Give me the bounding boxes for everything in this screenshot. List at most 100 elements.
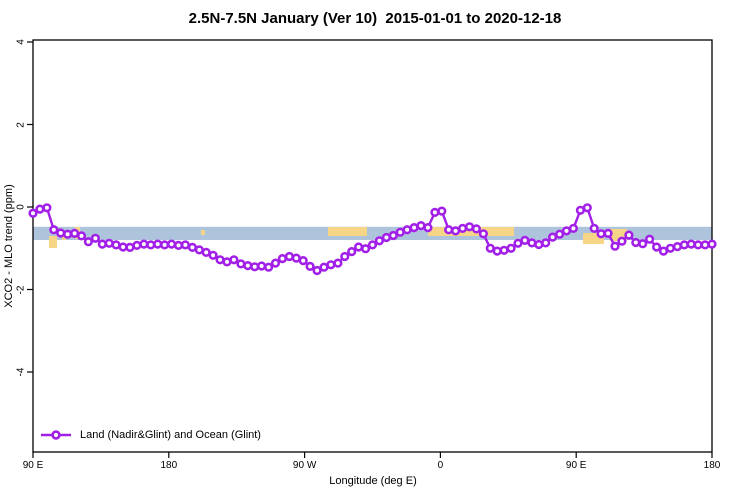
data-point-marker [264,262,274,272]
orange-uncertainty-band [583,233,604,244]
data-point-marker [236,259,246,269]
data-point-marker [589,223,599,233]
data-point-marker [672,242,683,252]
data-point-marker [83,237,93,247]
data-point-marker [409,223,419,233]
data-point-marker [270,258,281,268]
data-point-marker [492,246,502,256]
data-point-marker [305,261,315,272]
data-point-marker [361,244,371,254]
x-tick-label: 90 E [22,460,44,471]
data-point-marker [367,240,378,250]
data-point-marker [568,223,579,233]
data-point-marker [326,260,336,270]
data-point-marker [347,247,357,257]
data-point-marker [478,229,489,239]
orange-uncertainty-band [49,236,57,248]
data-point-marker [257,261,267,271]
x-tick-label: 180 [160,460,178,471]
data-point-marker [603,228,613,238]
legend: Land (Nadir&Glint) and Ocean (Glint) [40,429,261,441]
y-tick-label: -2 [15,285,27,294]
data-point-marker [554,229,565,239]
data-point-marker [56,228,66,238]
x-tick-label: 180 [703,460,721,471]
orange-uncertainty-band [201,230,205,235]
data-point-marker [471,224,482,234]
data-point-marker [118,242,128,252]
data-point-marker [506,243,516,253]
data-point-marker [28,208,38,218]
data-point-marker [679,240,689,250]
data-point-marker [160,240,170,250]
data-point-marker [132,240,142,250]
data-point-marker [651,242,662,252]
data-point-marker [665,243,676,253]
data-point-marker [388,230,398,241]
data-point-marker [644,234,655,244]
y-tick-label: -4 [15,367,27,377]
data-point-marker [201,247,211,257]
data-point-marker [35,204,45,214]
data-point-marker [499,245,509,255]
data-point-marker [437,206,447,216]
orange-uncertainty-band [328,227,367,236]
data-point-marker [596,229,606,239]
data-point-marker [658,246,669,256]
data-point-marker [374,236,385,246]
data-point-marker [458,223,468,233]
data-point-marker [125,242,135,252]
data-point-marker [340,251,350,262]
data-point-marker [610,241,620,251]
data-point-marker [277,254,288,264]
x-tick-label: 90 W [292,460,317,471]
data-point-marker [243,261,253,271]
data-point-marker [104,238,114,248]
data-point-marker [444,225,454,235]
legend-line-marker-icon [41,430,71,440]
data-point-marker [97,239,107,249]
x-tick-label: 0 [437,460,444,471]
data-point-marker [541,238,551,248]
legend-label: Land (Nadir&Glint) and Ocean (Glint) [80,429,261,441]
y-tick-label: 4 [15,39,27,45]
data-point-marker [527,238,537,248]
data-point-marker [430,207,440,217]
data-point-marker [534,239,544,250]
orange-uncertainty-band [428,227,514,236]
data-point-marker [49,225,59,235]
data-point-marker [416,221,426,231]
data-point-marker [153,239,163,249]
data-point-marker [284,251,295,262]
data-point-marker [173,240,184,250]
data-point-marker [333,258,343,268]
y-tick-label: 0 [15,204,27,210]
data-point-marker [250,262,260,272]
data-point-marker [42,203,52,213]
data-point-marker [520,235,530,245]
data-point-marker [451,226,461,236]
data-point-marker [693,240,703,250]
data-point-marker [208,250,218,260]
data-point-marker [700,240,710,250]
chart-title: 2.5N-7.5N January (Ver 10) 2015-01-01 to… [188,10,562,27]
data-point-marker [90,233,100,243]
data-point-marker [62,229,73,239]
data-point-marker [139,239,149,249]
data-point-marker [146,240,156,250]
data-point-marker [354,242,364,252]
data-point-marker [423,223,433,233]
data-point-marker [638,239,648,249]
data-point-marker [229,255,239,265]
y-axis-title: XCO2 - MLO trend (ppm) [3,184,15,308]
data-point-marker [180,240,190,250]
data-point-marker [513,238,523,248]
data-point-marker [312,265,322,276]
data-point-marker [707,239,717,249]
data-point-marker [381,232,392,243]
data-point-marker [167,239,177,249]
x-axis-title: Longitude (deg E) [329,475,417,487]
data-point-marker [624,230,634,240]
data-point-marker [298,256,308,266]
data-point-marker [402,225,412,235]
